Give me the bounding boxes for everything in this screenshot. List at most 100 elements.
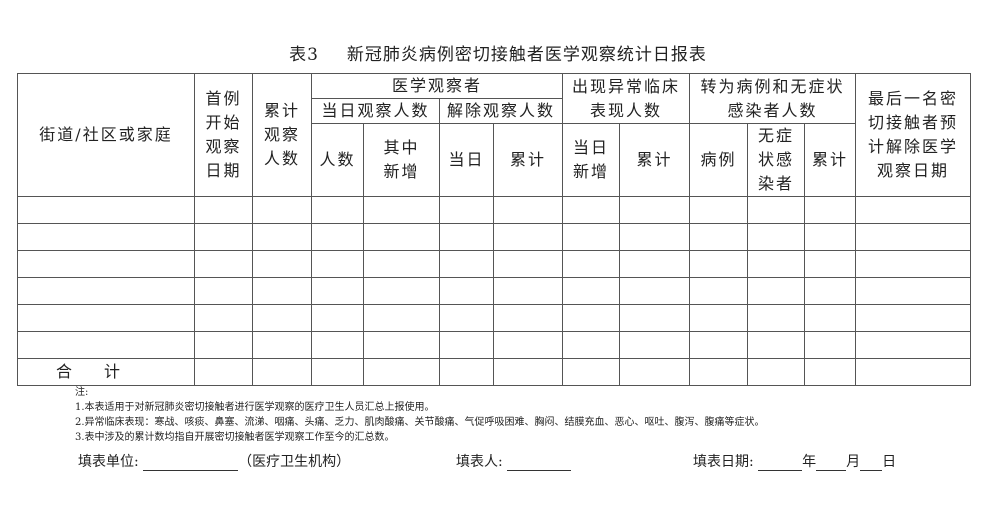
table-cell[interactable] bbox=[492, 358, 564, 386]
table-cell[interactable] bbox=[492, 304, 564, 332]
table-cell[interactable] bbox=[252, 304, 312, 332]
table-cell[interactable] bbox=[439, 196, 494, 224]
table-cell[interactable] bbox=[747, 250, 806, 278]
table-cell[interactable] bbox=[619, 331, 691, 359]
table-cell[interactable] bbox=[439, 304, 494, 332]
table-cell[interactable] bbox=[619, 250, 691, 278]
table-cell[interactable] bbox=[747, 196, 806, 224]
table-cell[interactable] bbox=[689, 223, 749, 251]
table-cell[interactable] bbox=[363, 196, 440, 224]
table-cell[interactable] bbox=[194, 196, 253, 224]
table-cell[interactable] bbox=[804, 277, 857, 305]
table-cell[interactable] bbox=[17, 304, 195, 332]
table-cell[interactable] bbox=[804, 250, 857, 278]
table-cell[interactable] bbox=[747, 277, 806, 305]
table-cell[interactable] bbox=[311, 277, 364, 305]
table-cell[interactable] bbox=[492, 196, 564, 224]
table-cell[interactable] bbox=[194, 331, 253, 359]
table-cell[interactable] bbox=[804, 331, 857, 359]
table-cell[interactable] bbox=[562, 331, 621, 359]
table-cell[interactable] bbox=[689, 277, 749, 305]
header-asymptomatic: 无症 状感 染者 bbox=[747, 123, 806, 197]
table-cell[interactable] bbox=[194, 358, 253, 386]
table-cell[interactable] bbox=[439, 358, 494, 386]
table-cell[interactable] bbox=[492, 331, 564, 359]
table-cell[interactable] bbox=[855, 250, 972, 278]
table-cell[interactable] bbox=[252, 223, 312, 251]
table-cell[interactable] bbox=[855, 358, 972, 386]
table-cell[interactable] bbox=[311, 223, 364, 251]
filler-field[interactable] bbox=[507, 456, 572, 471]
table-cell[interactable] bbox=[689, 358, 749, 386]
table-cell[interactable] bbox=[855, 304, 972, 332]
table-cell[interactable] bbox=[363, 277, 440, 305]
table-cell[interactable] bbox=[562, 358, 621, 386]
table-cell[interactable] bbox=[492, 277, 564, 305]
table-cell[interactable] bbox=[804, 358, 857, 386]
table-cell[interactable] bbox=[855, 223, 972, 251]
table-cell[interactable] bbox=[492, 223, 564, 251]
table-cell[interactable] bbox=[619, 196, 691, 224]
table-cell[interactable] bbox=[311, 250, 364, 278]
table-cell[interactable] bbox=[363, 250, 440, 278]
table-cell[interactable] bbox=[619, 223, 691, 251]
table-cell[interactable] bbox=[804, 223, 857, 251]
table-cell[interactable] bbox=[619, 277, 691, 305]
table-cell[interactable] bbox=[17, 277, 195, 305]
table-cell[interactable] bbox=[17, 223, 195, 251]
table-cell[interactable] bbox=[689, 196, 749, 224]
table-cell[interactable] bbox=[804, 304, 857, 332]
table-cell[interactable] bbox=[17, 331, 195, 359]
table-cell[interactable] bbox=[252, 277, 312, 305]
table-cell[interactable] bbox=[855, 331, 972, 359]
table-cell[interactable] bbox=[562, 304, 621, 332]
table-cell[interactable] bbox=[562, 250, 621, 278]
table-cell[interactable] bbox=[194, 277, 253, 305]
table-cell[interactable] bbox=[804, 196, 857, 224]
table-cell[interactable] bbox=[492, 250, 564, 278]
table-cell[interactable] bbox=[689, 304, 749, 332]
table-cell[interactable] bbox=[194, 250, 253, 278]
table-cell[interactable] bbox=[17, 196, 195, 224]
header-cumulative: 累计 观察 人数 bbox=[252, 73, 312, 197]
table-cell[interactable] bbox=[363, 304, 440, 332]
table-cell[interactable] bbox=[619, 304, 691, 332]
table-cell[interactable] bbox=[562, 223, 621, 251]
date-label: 填表日期: bbox=[693, 454, 754, 470]
table-cell[interactable] bbox=[439, 331, 494, 359]
table-cell[interactable] bbox=[311, 304, 364, 332]
table-cell[interactable] bbox=[363, 358, 440, 386]
table-cell[interactable] bbox=[689, 250, 749, 278]
table-cell[interactable] bbox=[252, 331, 312, 359]
unit-label: 填表单位: bbox=[78, 454, 139, 470]
unit-field[interactable] bbox=[143, 456, 239, 471]
table-cell[interactable] bbox=[194, 304, 253, 332]
table-cell[interactable] bbox=[194, 223, 253, 251]
day-field[interactable] bbox=[860, 456, 883, 471]
table-cell[interactable] bbox=[252, 196, 312, 224]
table-cell[interactable] bbox=[439, 250, 494, 278]
table-cell[interactable] bbox=[439, 277, 494, 305]
table-cell[interactable] bbox=[619, 358, 691, 386]
table-cell[interactable] bbox=[252, 358, 312, 386]
table-cell[interactable] bbox=[311, 331, 364, 359]
year-field[interactable] bbox=[758, 456, 803, 471]
table-cell[interactable] bbox=[311, 358, 364, 386]
report-table: 街道/社区或家庭 首例 开始 观察 日期 累计 观察 人数 医学观察者 出现异常… bbox=[17, 73, 972, 386]
table-cell[interactable] bbox=[855, 277, 972, 305]
table-cell[interactable] bbox=[689, 331, 749, 359]
table-cell[interactable] bbox=[747, 358, 806, 386]
table-cell[interactable] bbox=[747, 223, 806, 251]
table-cell[interactable] bbox=[747, 304, 806, 332]
table-cell[interactable] bbox=[562, 196, 621, 224]
table-cell[interactable] bbox=[363, 331, 440, 359]
table-cell[interactable] bbox=[363, 223, 440, 251]
table-cell[interactable] bbox=[17, 250, 195, 278]
month-field[interactable] bbox=[816, 456, 847, 471]
table-cell[interactable] bbox=[252, 250, 312, 278]
table-cell[interactable] bbox=[747, 331, 806, 359]
table-cell[interactable] bbox=[439, 223, 494, 251]
table-cell[interactable] bbox=[855, 196, 972, 224]
table-cell[interactable] bbox=[562, 277, 621, 305]
table-cell[interactable] bbox=[311, 196, 364, 224]
